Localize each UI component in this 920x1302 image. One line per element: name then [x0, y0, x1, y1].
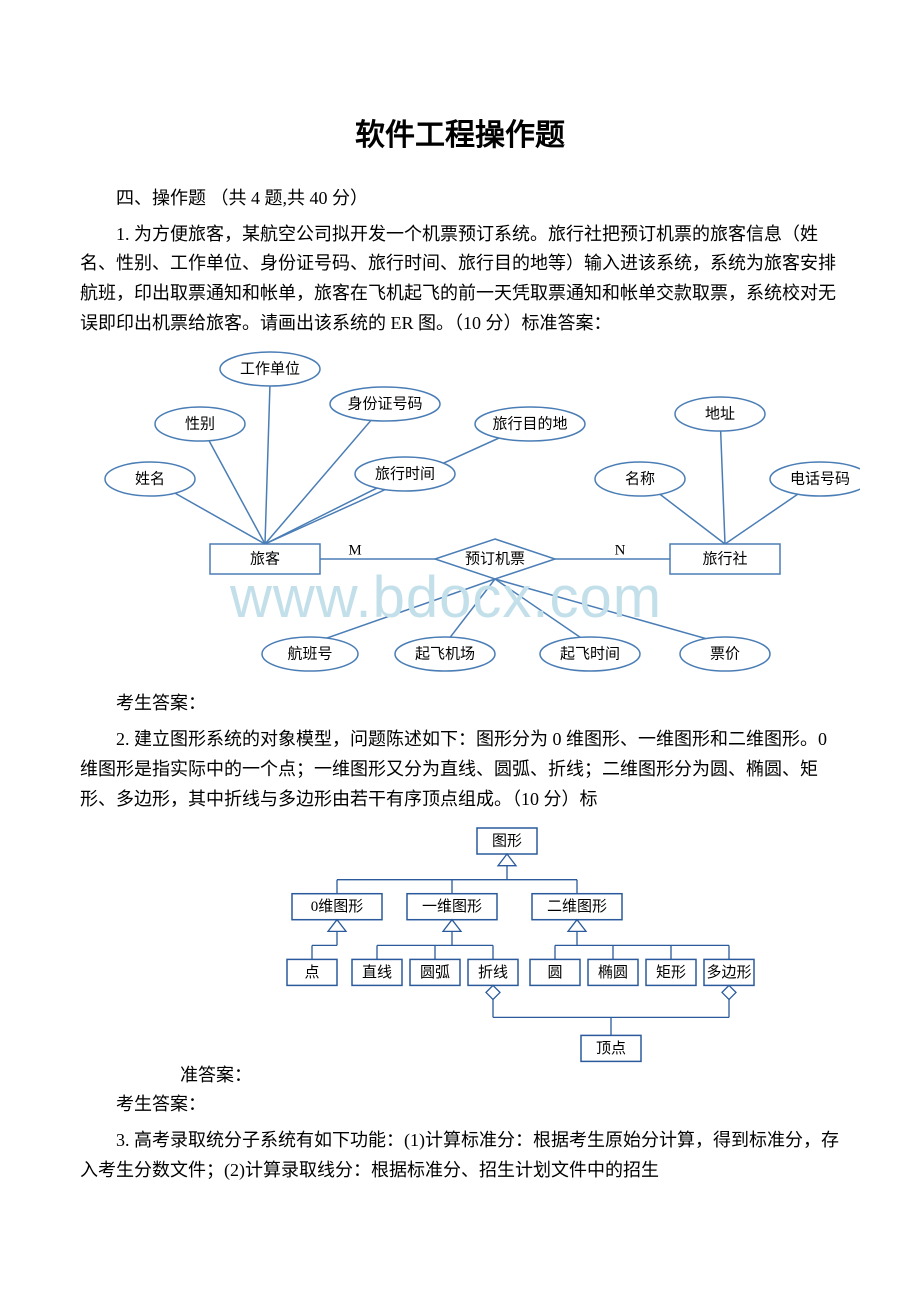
svg-text:圆弧: 圆弧: [420, 964, 450, 981]
svg-text:起飞机场: 起飞机场: [415, 646, 475, 663]
svg-text:地址: 地址: [705, 406, 735, 423]
svg-text:性别: 性别: [185, 416, 215, 433]
svg-text:0维图形: 0维图形: [311, 898, 364, 915]
svg-text:N: N: [615, 543, 626, 559]
question-1-text: 1. 为方便旅客，某航空公司拟开发一个机票预订系统。旅行社把预订机票的旅客信息（…: [80, 220, 840, 339]
svg-text:折线: 折线: [478, 964, 508, 981]
svg-text:顶点: 顶点: [596, 1040, 626, 1057]
svg-text:预订机票: 预订机票: [465, 551, 525, 568]
svg-text:M: M: [348, 543, 361, 559]
svg-text:起飞时间: 起飞时间: [560, 646, 620, 663]
svg-text:椭圆: 椭圆: [598, 964, 628, 981]
question-3-text: 3. 高考录取统分子系统有如下功能：(1)计算标准分：根据考生原始分计算，得到标…: [80, 1126, 840, 1185]
er-diagram: 工作单位身份证号码性别 旅行目的地 地址姓名 旅行时间 名称 电话号码旅客 旅行社 预订机票 M…: [100, 344, 860, 689]
svg-text:票价: 票价: [710, 647, 740, 663]
svg-text:工作单位: 工作单位: [240, 361, 300, 378]
svg-text:圆: 圆: [547, 965, 562, 981]
page-title: 软件工程操作题: [80, 110, 840, 154]
svg-text:旅行时间: 旅行时间: [375, 466, 435, 483]
svg-text:图形: 图形: [492, 833, 522, 850]
svg-text:姓名: 姓名: [135, 471, 165, 488]
svg-text:旅客: 旅客: [250, 551, 280, 568]
svg-text:矩形: 矩形: [656, 964, 686, 981]
svg-text:身份证号码: 身份证号码: [347, 396, 422, 413]
q2-suffix: 准答案：: [180, 1061, 252, 1090]
uml-diagram: 准答案： 图形 0维图形 一维图形 二维图形点 直线 圆弧 折线 圆 椭圆 矩形 多边形顶点: [180, 820, 920, 1090]
svg-text:旅行社: 旅行社: [702, 551, 747, 568]
svg-text:直线: 直线: [362, 964, 392, 981]
svg-text:二维图形: 二维图形: [547, 898, 607, 915]
svg-text:旅行目的地: 旅行目的地: [492, 416, 567, 433]
svg-text:多边形: 多边形: [706, 964, 751, 981]
q1-student-answer-label: 考生答案：: [80, 689, 840, 719]
svg-text:点: 点: [304, 964, 319, 981]
q2-student-answer-label: 考生答案：: [80, 1090, 840, 1120]
question-2-text: 2. 建立图形系统的对象模型，问题陈述如下：图形分为 0 维图形、一维图形和二维…: [80, 725, 840, 814]
svg-text:一维图形: 一维图形: [422, 898, 482, 915]
svg-text:航班号: 航班号: [287, 646, 332, 663]
svg-text:电话号码: 电话号码: [790, 471, 850, 488]
section-header: 四、操作题 （共 4 题,共 40 分）: [80, 184, 840, 214]
svg-text:名称: 名称: [625, 471, 655, 488]
